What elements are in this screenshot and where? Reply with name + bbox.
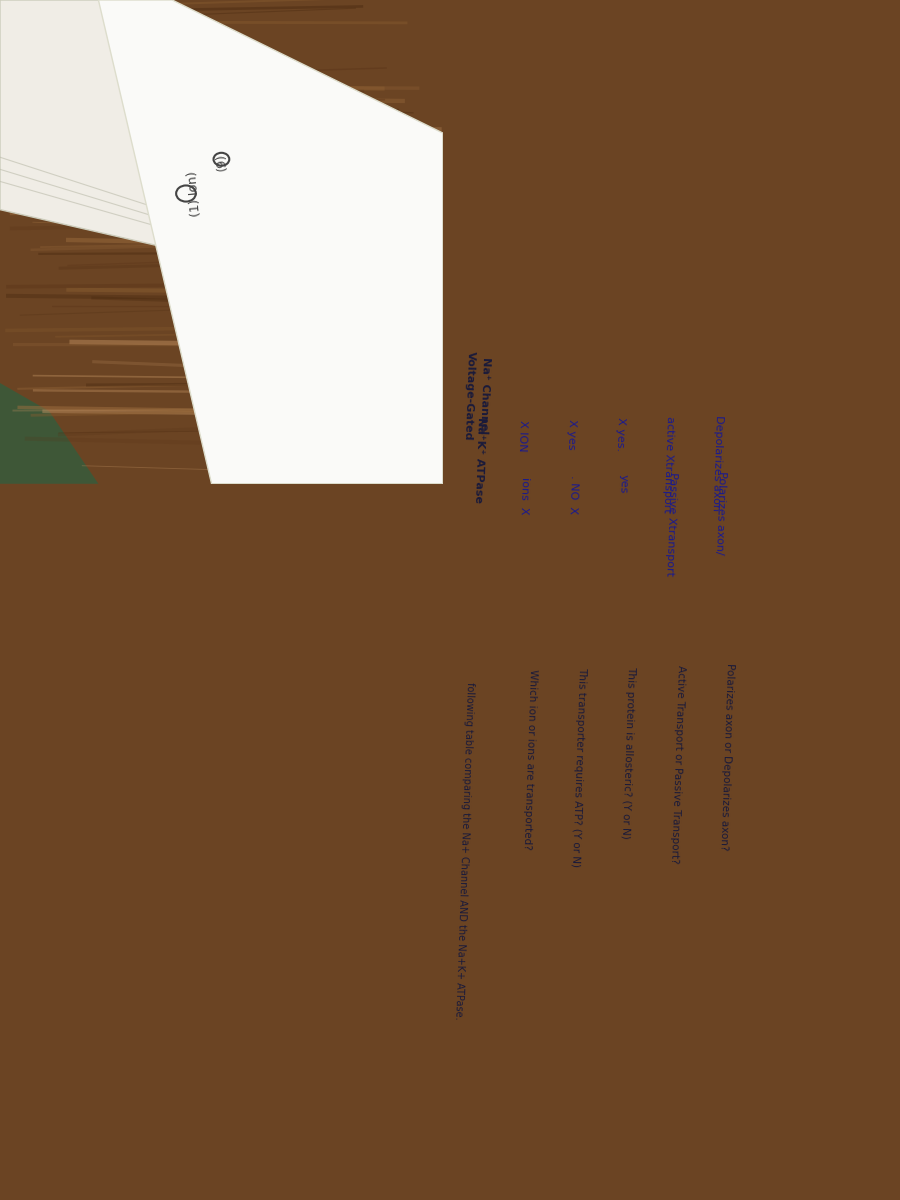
Text: yes: yes — [617, 474, 628, 493]
Text: This transporter requires ATP? (Y or N): This transporter requires ATP? (Y or N) — [571, 667, 588, 868]
Text: . NO  X: . NO X — [568, 475, 580, 515]
Text: Active Transport or Passive Transport?: Active Transport or Passive Transport? — [669, 665, 686, 863]
Text: following table comparing the Na+ Channel AND the Na+K+ ATPase.: following table comparing the Na+ Channe… — [453, 682, 475, 1020]
Text: Passive Xtransport: Passive Xtransport — [664, 473, 678, 576]
Text: Na⁺ Channel: Na⁺ Channel — [478, 356, 491, 434]
Polygon shape — [0, 383, 98, 484]
Text: Which ion or ions are transported?: Which ion or ions are transported? — [522, 668, 538, 850]
Text: Polarizes axon or Depolarizes axon?: Polarizes axon or Depolarizes axon? — [718, 664, 735, 851]
Text: X yes: X yes — [566, 419, 577, 450]
Text: Polarizes axon/: Polarizes axon/ — [714, 470, 726, 554]
Text: Na⁺K⁺ ATPase: Na⁺K⁺ ATPase — [473, 416, 487, 503]
Text: ions  X: ions X — [518, 476, 530, 515]
Text: X ION: X ION — [517, 420, 527, 452]
Text: Voltage-Gated: Voltage-Gated — [464, 350, 476, 440]
Text: active Xtransport: active Xtransport — [662, 416, 675, 512]
Text: (9): (9) — [214, 152, 229, 170]
Polygon shape — [98, 0, 443, 484]
Text: X yes.: X yes. — [615, 418, 626, 451]
Polygon shape — [0, 0, 246, 258]
Text: Depolarizes axon: Depolarizes axon — [711, 414, 724, 511]
Text: (1) Ion): (1) Ion) — [186, 170, 202, 217]
Text: This protein is allosteric? (Y or N): This protein is allosteric? (Y or N) — [620, 666, 636, 839]
